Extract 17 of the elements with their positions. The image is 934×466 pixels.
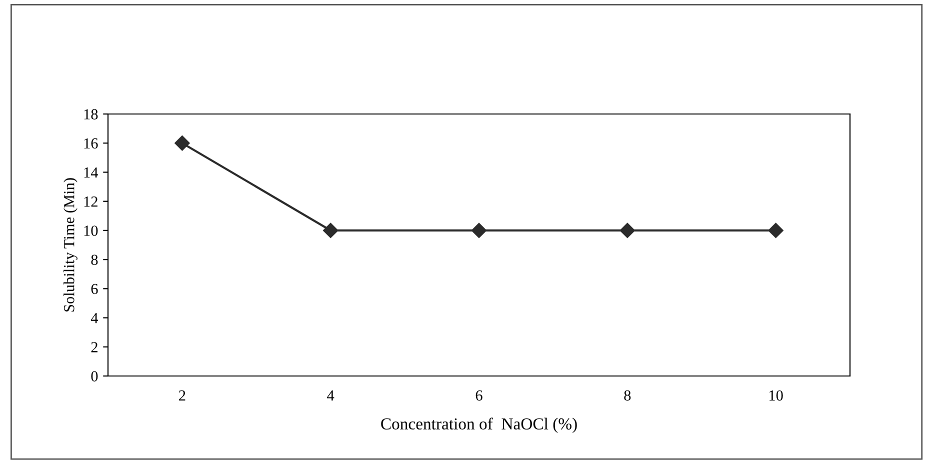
x-axis-title: Concentration of NaOCl (%) (381, 418, 577, 433)
x-tick-label: 10 (770, 390, 783, 401)
y-tick-label: 6 (91, 284, 98, 294)
x-tick-label: 4 (327, 390, 334, 400)
y-tick-label: 0 (91, 371, 98, 382)
y-tick-label: 8 (91, 254, 98, 266)
x-tick-label: 6 (476, 390, 482, 401)
y-tick-label: 2 (91, 342, 98, 352)
y-tick-label: 10 (84, 226, 98, 236)
y-tick-label: 18 (84, 109, 98, 120)
x-tick-label: 2 (179, 390, 186, 400)
y-tick-label: 14 (84, 167, 98, 178)
y-tick-label: 16 (84, 138, 98, 149)
y-tick-label: 12 (84, 196, 98, 207)
y-axis-title: Solubility Time (Min) (64, 178, 78, 312)
x-tick-label: 8 (624, 390, 631, 401)
y-tick-label: 4 (90, 313, 98, 324)
